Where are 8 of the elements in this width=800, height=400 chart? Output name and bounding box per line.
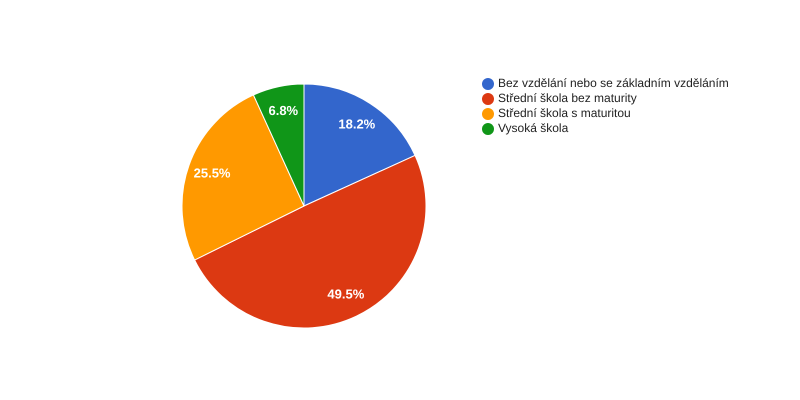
- legend-label: Bez vzdělání nebo se základním vzděláním: [498, 76, 729, 90]
- legend-label: Střední škola bez maturity: [498, 91, 637, 105]
- data-label: 18.2%: [338, 116, 376, 132]
- data-label: 6.8%: [268, 103, 299, 118]
- legend-label: Vysoká škola: [498, 121, 568, 135]
- data-label: 25.5%: [194, 166, 231, 181]
- legend-label: Střední škola s maturitou: [498, 106, 631, 120]
- data-label: 49.5%: [327, 286, 365, 302]
